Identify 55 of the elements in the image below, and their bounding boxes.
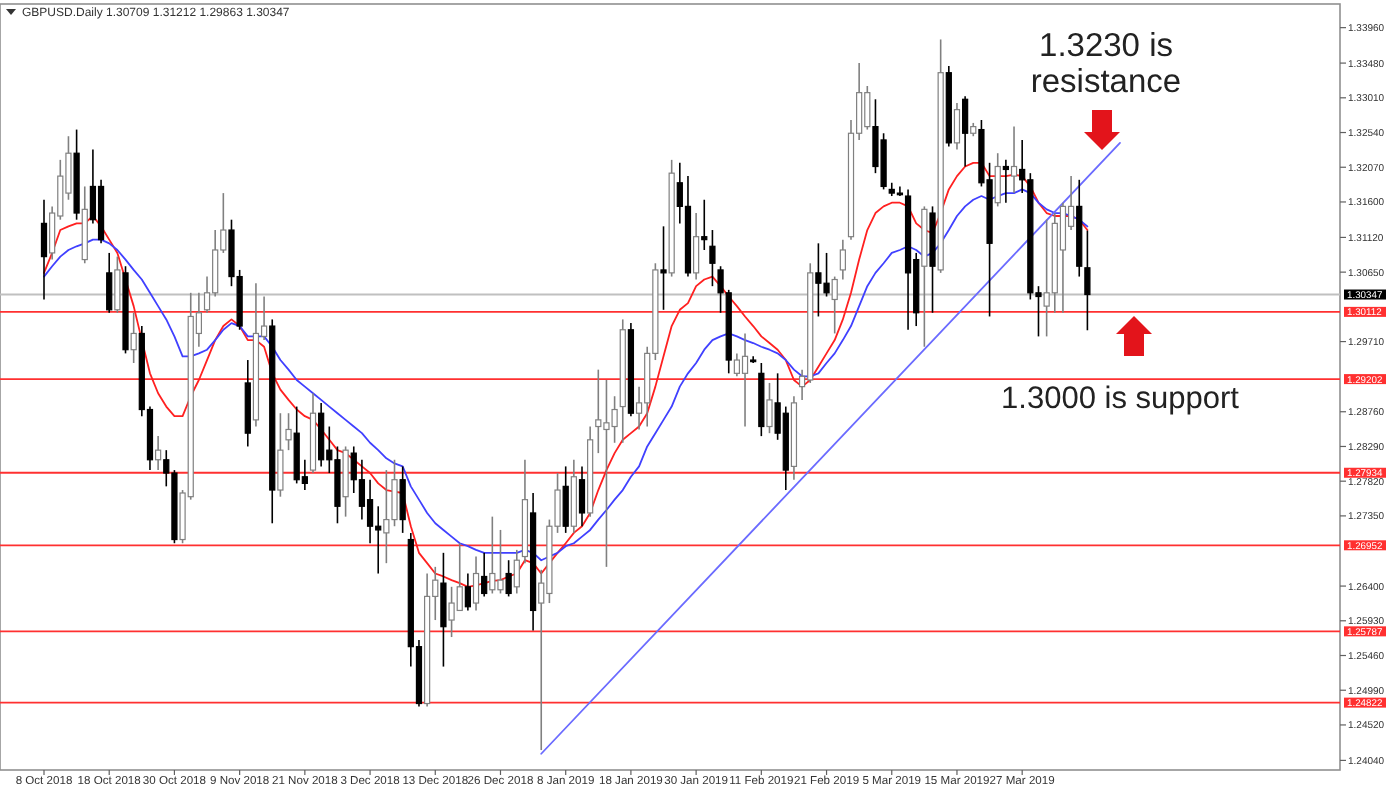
candlestick <box>366 478 374 545</box>
candlestick <box>293 405 300 485</box>
candlestick <box>766 382 773 434</box>
candlestick <box>277 412 284 498</box>
candlestick <box>375 505 382 575</box>
candlestick <box>358 458 366 521</box>
candlestick <box>342 445 349 518</box>
candlestick <box>660 225 667 311</box>
candlestick <box>497 529 504 595</box>
candlestick <box>1002 159 1010 204</box>
candlestick <box>595 368 602 454</box>
candlestick <box>896 185 904 197</box>
candlestick <box>1043 218 1050 338</box>
candlestick <box>513 549 520 595</box>
candlestick <box>285 412 292 451</box>
annotation: 1.3230 is resistance <box>1030 28 1182 100</box>
candlestick <box>603 379 610 568</box>
candlestick <box>40 198 48 301</box>
candlestick <box>114 255 121 314</box>
candlestick <box>994 152 1001 208</box>
candlestick <box>839 238 846 281</box>
candlestick <box>961 95 969 168</box>
candlestick <box>701 198 708 251</box>
candlestick <box>399 465 406 534</box>
candlestick <box>130 311 137 364</box>
candlestick <box>1059 201 1067 314</box>
candlestick <box>1084 229 1091 332</box>
candlestick <box>383 469 390 564</box>
candlestick <box>1010 125 1018 194</box>
candlestick <box>318 402 325 468</box>
candlestick <box>489 515 496 595</box>
candlestick <box>823 252 830 298</box>
candlestick <box>815 242 822 318</box>
candlestick <box>709 229 716 287</box>
candlestick <box>741 332 749 428</box>
candlestick <box>440 552 447 668</box>
candlestick <box>864 85 871 131</box>
candlestick <box>154 435 162 471</box>
annotation: 1.3000 is support <box>1001 382 1241 416</box>
candlestick <box>448 586 455 638</box>
candlestick <box>106 252 113 314</box>
candlestick <box>578 465 586 528</box>
candlestick <box>334 445 341 525</box>
candlestick <box>464 572 472 612</box>
candlestick <box>880 132 887 191</box>
candlestick <box>562 465 569 534</box>
candlestick <box>391 458 398 528</box>
candlestick <box>733 352 741 378</box>
candlestick <box>611 395 618 444</box>
candlestick <box>481 552 488 598</box>
candlestick <box>472 555 480 612</box>
candlestick <box>831 275 838 335</box>
candlestick <box>692 212 700 281</box>
candlestick <box>953 102 961 151</box>
candlestick <box>505 559 512 598</box>
